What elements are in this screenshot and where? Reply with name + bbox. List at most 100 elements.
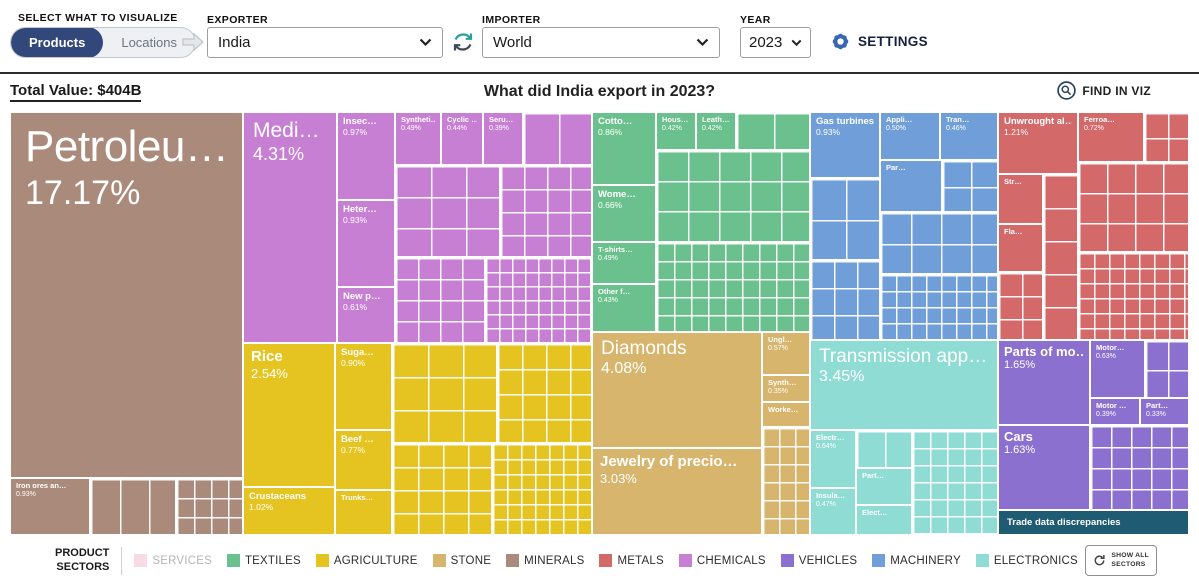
- cell-tran[interactable]: Tran… 0.46%: [940, 112, 998, 160]
- cell-leath[interactable]: Leath… 0.42%: [696, 112, 736, 150]
- treemap-filler-textiles-3[interactable]: [656, 242, 810, 332]
- legend-item-agriculture[interactable]: AGRICULTURE: [315, 554, 418, 567]
- cell-unwrought-al[interactable]: Unwrought al… 1.21%: [998, 112, 1078, 174]
- treemap-filler-chemicals-4[interactable]: [395, 257, 485, 343]
- treemap-filler-machinery-1[interactable]: [942, 160, 998, 212]
- treemap-filler-electronics-1[interactable]: [856, 430, 912, 468]
- treemap-filler-chemicals-3[interactable]: [500, 165, 592, 257]
- cell-suga[interactable]: Suga… 0.90%: [335, 343, 392, 430]
- legend-item-electronics[interactable]: ELECTRONICS: [975, 554, 1078, 567]
- cell-jewelry[interactable]: Jewelry of precio… 3.03%: [592, 448, 762, 535]
- treemap-filler-textiles-2[interactable]: [656, 150, 810, 242]
- cell-synth-stone[interactable]: Synth… 0.35%: [762, 375, 810, 402]
- cell-trunks[interactable]: Trunks…: [335, 490, 392, 535]
- cell-ungl[interactable]: Ungl… 0.57%: [762, 332, 810, 375]
- legend-item-services[interactable]: SERVICES: [134, 554, 212, 567]
- treemap-filler-machinery-3[interactable]: [810, 260, 880, 340]
- legend-item-vehicles[interactable]: VEHICLES: [780, 554, 857, 567]
- legend-item-minerals[interactable]: MINERALS: [506, 554, 584, 567]
- cell-worke[interactable]: Worke…: [762, 402, 810, 427]
- toolbar: SELECT WHAT TO VISUALIZE Products Locati…: [0, 0, 1199, 74]
- treemap-filler-machinery-5[interactable]: [880, 274, 998, 340]
- cell-appli[interactable]: Appli… 0.50%: [880, 112, 940, 160]
- treemap-filler-agriculture-2[interactable]: [497, 343, 592, 443]
- cell-iron-ores[interactable]: Iron ores an… 0.93%: [10, 478, 90, 535]
- treemap-filler-chemicals-5[interactable]: [485, 257, 592, 343]
- cell-other-f[interactable]: Other f… 0.43%: [592, 284, 656, 332]
- cell-motor-1[interactable]: Motor… 0.63%: [1090, 340, 1145, 398]
- treemap-filler-metals-3[interactable]: [1043, 174, 1078, 340]
- treemap-filler-agriculture-1[interactable]: [392, 343, 497, 443]
- cell-motor-2[interactable]: Motor … 0.39%: [1090, 398, 1140, 425]
- cell-transmission-app[interactable]: Transmission app… 3.45%: [810, 340, 998, 430]
- cell-rice[interactable]: Rice 2.54%: [243, 343, 335, 487]
- cell-gas-turbines[interactable]: Gas turbines 0.93%: [810, 112, 880, 178]
- cell-medi[interactable]: Medi… 4.31%: [243, 112, 337, 343]
- treemap-filler-agriculture-3[interactable]: [392, 443, 492, 535]
- cell-cars[interactable]: Cars 1.63%: [998, 425, 1090, 510]
- treemap-filler-chemicals-2[interactable]: [395, 165, 500, 257]
- cell-elect[interactable]: Elect…: [856, 505, 912, 535]
- legend-item-chemicals[interactable]: CHEMICALS: [678, 554, 766, 567]
- legend-swatch: [975, 554, 989, 567]
- treemap-filler-vehicles-1[interactable]: [1145, 340, 1189, 398]
- cell-hous[interactable]: Hous… 0.42%: [656, 112, 696, 150]
- cell-electr[interactable]: Electr… 0.64%: [810, 430, 856, 488]
- find-in-viz-button[interactable]: FIND IN VIZ: [1057, 81, 1151, 100]
- exporter-select[interactable]: India: [207, 27, 443, 58]
- visualize-label: SELECT WHAT TO VISUALIZE: [18, 12, 178, 24]
- cell-share: 0.63%: [1096, 352, 1116, 360]
- cell-petroleum[interactable]: Petroleu… 17.17%: [10, 112, 243, 478]
- treemap-filler-minerals-2[interactable]: [176, 478, 243, 535]
- toggle-locations[interactable]: Locations: [121, 35, 177, 50]
- cell-cotto[interactable]: Cotto… 0.86%: [592, 112, 656, 185]
- cell-syntheti[interactable]: Syntheti… 0.49%: [395, 112, 441, 165]
- year-select[interactable]: 2023: [740, 27, 811, 58]
- treemap-filler-metals-4[interactable]: [1078, 162, 1189, 252]
- treemap-filler-agriculture-4[interactable]: [492, 443, 592, 535]
- cell-crustaceans[interactable]: Crustaceans 1.02%: [243, 487, 335, 535]
- importer-select[interactable]: World: [482, 27, 720, 58]
- cell-diamonds[interactable]: Diamonds 4.08%: [592, 332, 762, 448]
- cell-part-electronics[interactable]: Part…: [856, 468, 912, 505]
- cell-label: Str…: [1004, 178, 1022, 186]
- cell-cyclic[interactable]: Cyclic … 0.44%: [441, 112, 483, 165]
- refresh-icon: [1094, 554, 1106, 566]
- legend-item-metals[interactable]: METALS: [599, 554, 664, 567]
- legend-item-stone[interactable]: STONE: [432, 554, 491, 567]
- treemap-filler-machinery-2[interactable]: [810, 178, 880, 260]
- cell-heter[interactable]: Heter… 0.93%: [337, 200, 395, 287]
- cell-share: 0.93%: [16, 490, 36, 498]
- cell-t-shirts[interactable]: T-shirts… 0.49%: [592, 242, 656, 284]
- show-all-sectors-button[interactable]: SHOW ALL SECTORS: [1085, 545, 1157, 576]
- cell-part-vehicles[interactable]: Part… 0.33%: [1140, 398, 1189, 425]
- cell-parts-of-mo[interactable]: Parts of mo… 1.65%: [998, 340, 1090, 425]
- treemap-filler-vehicles-2[interactable]: [1090, 425, 1189, 510]
- cell-insula[interactable]: Insula… 0.47%: [810, 488, 856, 535]
- treemap-filler-machinery-4[interactable]: [880, 212, 998, 274]
- cell-beef[interactable]: Beef … 0.77%: [335, 430, 392, 490]
- cell-new-p[interactable]: New p… 0.61%: [337, 287, 395, 343]
- treemap-filler-textiles-1[interactable]: [736, 112, 810, 150]
- treemap-filler-metals-2[interactable]: [998, 272, 1043, 340]
- treemap-filler-electronics-2[interactable]: [912, 430, 998, 535]
- swap-icon[interactable]: [450, 29, 476, 60]
- cell-fla[interactable]: Fla…: [998, 224, 1043, 272]
- treemap-filler-stone-1[interactable]: [762, 427, 810, 535]
- cell-ferroa[interactable]: Ferroa… 0.72%: [1078, 112, 1144, 162]
- treemap-filler-metals-1[interactable]: [1144, 112, 1189, 162]
- cell-insec[interactable]: Insec… 0.97%: [337, 112, 395, 200]
- legend-item-textiles[interactable]: TEXTILES: [226, 554, 301, 567]
- cell-label: Diamonds: [601, 338, 687, 359]
- treemap-filler-minerals-1[interactable]: [90, 478, 176, 535]
- cell-par[interactable]: Par…: [880, 160, 942, 212]
- toggle-products[interactable]: Products: [11, 28, 104, 57]
- cell-wome[interactable]: Wome… 0.66%: [592, 185, 656, 242]
- treemap-filler-metals-5[interactable]: [1078, 252, 1189, 340]
- treemap-filler-chemicals-1[interactable]: [523, 112, 592, 165]
- cell-str[interactable]: Str…: [998, 174, 1043, 224]
- legend-item-machinery[interactable]: MACHINERY: [872, 554, 961, 567]
- settings-button[interactable]: SETTINGS: [830, 31, 928, 52]
- cell-trade-data-discrepancies[interactable]: Trade data discrepancies: [998, 510, 1189, 535]
- cell-seru[interactable]: Seru… 0.39%: [483, 112, 523, 165]
